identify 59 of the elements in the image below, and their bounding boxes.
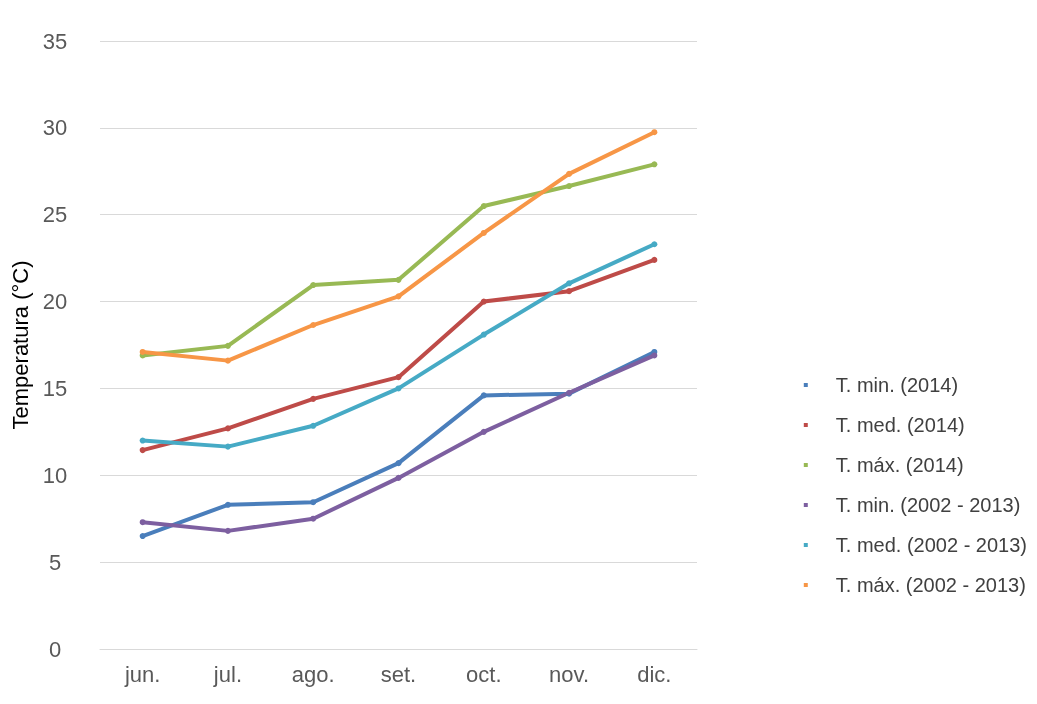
point [310, 322, 317, 329]
x-tick-label: jul. [212, 661, 242, 687]
y-tick-label: 25 [42, 202, 68, 228]
y-tick-label: 15 [42, 375, 68, 401]
point [566, 170, 573, 177]
point [224, 501, 231, 508]
y-tick-label: 10 [42, 462, 68, 488]
y-tick-label: 35 [42, 28, 68, 54]
y-tick-label: 20 [42, 289, 68, 315]
point [224, 425, 231, 432]
point [139, 348, 146, 355]
point [224, 527, 231, 534]
legend-label: T. med. (2014) [835, 414, 965, 436]
x-tick-label: ago. [291, 661, 335, 687]
x-tick-label: set. [380, 661, 417, 687]
point [310, 395, 317, 402]
point [310, 282, 317, 289]
point [395, 385, 402, 392]
x-tick-label: oct. [466, 661, 502, 687]
legend-label: T. máx. (2014) [835, 454, 964, 476]
x-tick-label: nov. [549, 661, 590, 687]
point [480, 331, 487, 338]
point [651, 241, 658, 248]
point [224, 357, 231, 364]
point [480, 229, 487, 236]
point [139, 437, 146, 444]
legend-label: T. med. (2002 - 2013) [835, 534, 1028, 556]
legend-label: T. min. (2014) [835, 374, 959, 396]
x-tick-label: dic. [637, 661, 672, 687]
point [224, 443, 231, 450]
point [651, 129, 658, 136]
point [566, 183, 573, 190]
y-axis-title: Temperatura (°C) [8, 260, 34, 430]
point [310, 422, 317, 429]
point [395, 276, 402, 283]
point [139, 447, 146, 454]
point [480, 392, 487, 399]
x-tick-label: jun. [123, 661, 161, 687]
legend-label: T. máx. (2002 - 2013) [835, 574, 1026, 596]
point [480, 428, 487, 435]
y-tick-label: 30 [42, 115, 68, 141]
point [651, 256, 658, 263]
y-tick-label: 5 [48, 549, 62, 575]
point [566, 288, 573, 295]
y-tick-label: 0 [48, 636, 62, 662]
point [480, 203, 487, 210]
point [651, 352, 658, 359]
point [310, 515, 317, 522]
point [310, 499, 317, 506]
point [395, 474, 402, 481]
point [395, 374, 402, 381]
point [224, 342, 231, 349]
point [651, 161, 658, 168]
point [566, 280, 573, 287]
legend-label: T. min. (2002 - 2013) [835, 494, 1021, 516]
point [395, 460, 402, 467]
point [139, 533, 146, 540]
point [139, 519, 146, 526]
point [480, 298, 487, 305]
